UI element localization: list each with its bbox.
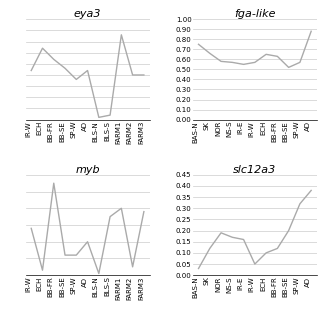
Title: slc12a3: slc12a3	[233, 165, 276, 175]
Title: eya3: eya3	[74, 9, 101, 19]
Title: fga-like: fga-like	[234, 9, 276, 19]
Title: myb: myb	[75, 165, 100, 175]
